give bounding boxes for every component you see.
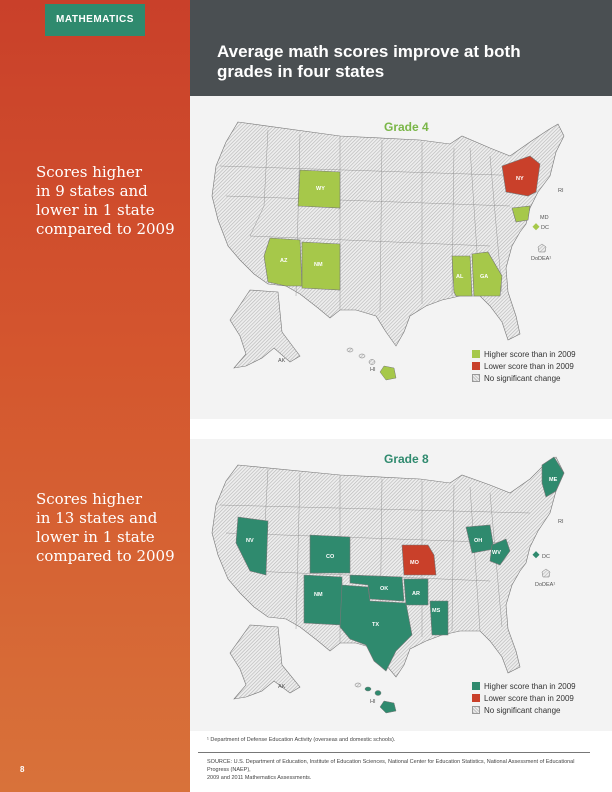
legend-swatch-lower [472,694,480,702]
label-mo: MO [410,560,420,566]
state-md [511,205,531,223]
dc-marker [532,223,540,231]
state-ak [229,289,301,369]
section-tag: MATHEMATICS [45,4,145,36]
state-co [309,534,351,574]
state-al [451,255,473,297]
grade4-callout-line: Scores higher [36,163,142,181]
legend-item-lower: Lower score than in 2009 [472,692,576,704]
label-co: CO [326,554,335,560]
grade8-callout-line: in 13 states and [36,509,158,527]
grade4-callout-line: lower in 1 state [36,201,155,219]
legend-item-none: No significant change [472,372,576,384]
label-me: ME [549,477,558,483]
grade4-callout-line: in 9 states and [36,182,148,200]
page-title: Average math scores improve at both grad… [217,42,577,82]
page-title-line: grades in four states [217,62,385,81]
label-ri: RI [558,519,564,525]
state-nm [303,574,343,626]
source-line: 2009 and 2011 Mathematics Assessments. [207,775,312,781]
label-ga: GA [480,274,488,280]
state-ms [429,600,449,636]
label-oh: OH [474,538,482,544]
state-ny [501,155,541,197]
legend-swatch-higher [472,682,480,690]
legend-label: No significant change [484,705,561,715]
legend-label: Higher score than in 2009 [484,681,576,691]
state-ak [229,624,301,700]
grade8-callout-line: lower in 1 state [36,528,155,546]
legend-label: Lower score than in 2009 [484,361,574,371]
label-hi: HI [370,367,376,373]
grade8-callout-line: Scores higher [36,490,142,508]
state-me [541,456,565,498]
grade4-legend: Higher score than in 2009 Lower score th… [472,348,576,384]
page-title-line: Average math scores improve at both [217,42,521,61]
label-ar: AR [412,591,420,597]
grade4-callout: Scores higher in 9 states and lower in 1… [36,163,186,239]
state-nv [235,516,269,576]
label-ok: OK [380,586,388,592]
label-dc: DC [542,554,550,560]
state-tx [339,584,413,672]
state-mo [401,544,437,576]
label-nm: NM [314,592,323,598]
legend-item-higher: Higher score than in 2009 [472,348,576,360]
legend-item-higher: Higher score than in 2009 [472,680,576,692]
legend-swatch-none [472,706,480,714]
label-ak: AK [278,358,286,364]
grade4-callout-line: compared to 2009 [36,220,175,238]
source-note: SOURCE: U.S. Department of Education, In… [207,758,592,782]
legend-swatch-higher [472,350,480,358]
label-ms: MS [432,608,441,614]
legend-swatch-lower [472,362,480,370]
legend-label: No significant change [484,373,561,383]
label-ny: NY [516,176,524,182]
sidebar-band [0,0,190,792]
label-md: MD [540,215,549,221]
grade8-map: NV CO NM OK TX AR MO MS OH WV ME RI DC D… [211,456,565,714]
state-wy [297,169,341,209]
header-band [190,0,612,96]
dc-marker [532,551,540,559]
legend-label: Lower score than in 2009 [484,693,574,703]
label-dodea: DoDEA¹ [531,256,551,262]
label-wy: WY [316,186,325,192]
dodea-marker [541,568,551,578]
label-nm: NM [314,262,323,268]
source-divider [198,752,590,753]
grade8-callout-line: compared to 2009 [36,547,175,565]
source-line: SOURCE: U.S. Department of Education, In… [207,759,575,773]
page-number: 8 [20,765,25,774]
label-wv: WV [492,550,501,556]
grade8-callout: Scores higher in 13 states and lower in … [36,490,186,566]
state-hi [354,682,397,714]
legend-swatch-none [472,374,480,382]
legend-item-lower: Lower score than in 2009 [472,360,576,372]
legend-item-none: No significant change [472,704,576,716]
state-hi [346,347,397,381]
label-dc: DC [541,225,549,231]
label-ri: RI [558,188,564,194]
grade8-label: Grade 8 [384,452,429,466]
label-hi: HI [370,699,376,705]
grade4-label: Grade 4 [384,120,429,134]
label-nv: NV [246,538,254,544]
label-az: AZ [280,258,288,264]
state-ar [403,578,429,606]
state-borders [219,129,531,313]
state-wv [489,538,511,566]
footnote: ¹ Department of Defense Education Activi… [207,737,396,743]
state-nm [301,241,341,291]
label-tx: TX [372,622,379,628]
grade8-legend: Higher score than in 2009 Lower score th… [472,680,576,716]
label-al: AL [456,274,464,280]
state-az [263,237,303,287]
label-dodea: DoDEA¹ [535,582,555,588]
legend-label: Higher score than in 2009 [484,349,576,359]
label-ak: AK [278,684,286,690]
dodea-marker [537,243,547,253]
grade4-map: WY AZ NM AL GA NY RI MD DC DoDEA¹ AK HI [211,121,565,381]
state-ga [471,251,503,297]
